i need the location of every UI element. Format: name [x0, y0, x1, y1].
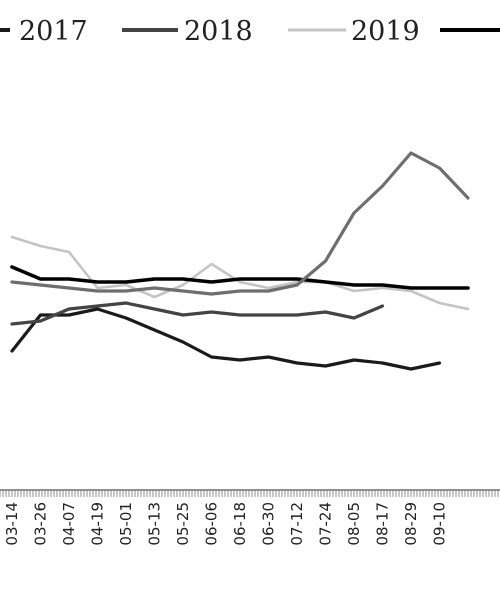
- x-tick-label: 05-01: [117, 502, 135, 546]
- series-line-series-5: [10, 151, 470, 296]
- x-tick-label: 04-07: [60, 502, 78, 546]
- legend-label-2017: 2017: [19, 16, 88, 47]
- x-tick-label: 03-14: [3, 502, 21, 546]
- x-tick-label: 06-30: [260, 502, 278, 546]
- x-axis-minor-ticks: [0, 490, 499, 497]
- x-tick-label: 04-19: [89, 502, 107, 546]
- x-tick-label: 03-26: [32, 502, 50, 546]
- x-tick-label: 07-24: [317, 502, 335, 546]
- legend: 2017 2018 2019: [0, 16, 500, 47]
- x-tick-label: 06-06: [203, 502, 221, 546]
- series-line-series-4: [10, 265, 470, 290]
- legend-label-2019: 2019: [351, 16, 420, 47]
- x-axis: 03-14 03-26 04-07 04-19 05-01 05-13 05-25 06-06…: [0, 489, 500, 546]
- plot-area: [10, 151, 470, 371]
- series-line-2017: [10, 307, 442, 371]
- series-line-2019: [10, 235, 470, 311]
- legend-label-2018: 2018: [184, 16, 253, 47]
- x-tick-label: 08-29: [402, 502, 420, 546]
- x-axis-tick-labels: 03-14 03-26 04-07 04-19 05-01 05-13 05-25 06-06…: [3, 502, 449, 546]
- x-tick-label: 05-13: [146, 502, 164, 546]
- x-tick-label: 06-18: [231, 502, 249, 546]
- x-tick-label: 07-12: [288, 502, 306, 546]
- series-line-2018: [10, 301, 385, 326]
- x-tick-label: 08-05: [345, 502, 363, 546]
- x-tick-label: 05-25: [174, 502, 192, 546]
- x-tick-label: 08-17: [374, 502, 392, 546]
- x-tick-label: 09-10: [431, 502, 449, 546]
